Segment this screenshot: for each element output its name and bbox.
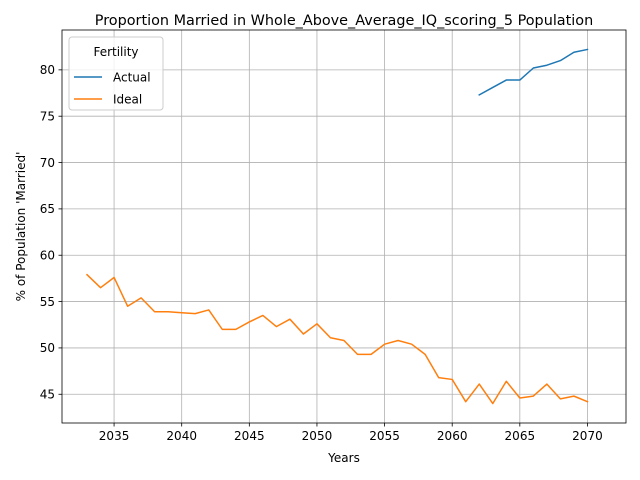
plot-frame [61, 29, 627, 424]
x-tick-label: 2050 [302, 429, 333, 443]
x-tick-label: 2060 [437, 429, 468, 443]
x-tick-label: 2070 [572, 429, 603, 443]
legend-label-actual: Actual [113, 70, 151, 84]
y-tick-label: 70 [40, 156, 55, 170]
x-axis-ticks: 2035 2040 2045 2050 2055 2060 2065 2070 [99, 423, 603, 443]
x-axis-label: Years [327, 451, 360, 465]
y-tick-label: 50 [40, 341, 55, 355]
y-tick-label: 55 [40, 295, 55, 309]
legend-title: Fertility [93, 45, 138, 59]
y-tick-label: 45 [40, 388, 55, 402]
x-tick-label: 2040 [166, 429, 197, 443]
y-tick-label: 60 [40, 249, 55, 263]
series-line-actual [478, 48, 589, 96]
x-tick-label: 2045 [234, 429, 265, 443]
grid [62, 30, 626, 423]
y-tick-label: 75 [40, 110, 55, 124]
y-tick-label: 65 [40, 202, 55, 216]
legend-label-ideal: Ideal [113, 92, 142, 106]
chart-title: Proportion Married in Whole_Above_Averag… [95, 13, 593, 29]
y-tick-label: 80 [40, 63, 55, 77]
legend-entries: Actual Ideal [74, 70, 151, 106]
x-tick-label: 2065 [505, 429, 536, 443]
series-layer [85, 48, 589, 405]
legend-box [68, 36, 164, 111]
y-axis-ticks: 45 50 55 60 65 70 75 80 [40, 63, 62, 402]
y-axis-label: % of Population 'Married' [14, 152, 28, 302]
x-tick-label: 2055 [369, 429, 400, 443]
x-tick-label: 2035 [99, 429, 130, 443]
legend: Fertility Actual Ideal [68, 36, 164, 111]
series-line-ideal [85, 273, 589, 405]
